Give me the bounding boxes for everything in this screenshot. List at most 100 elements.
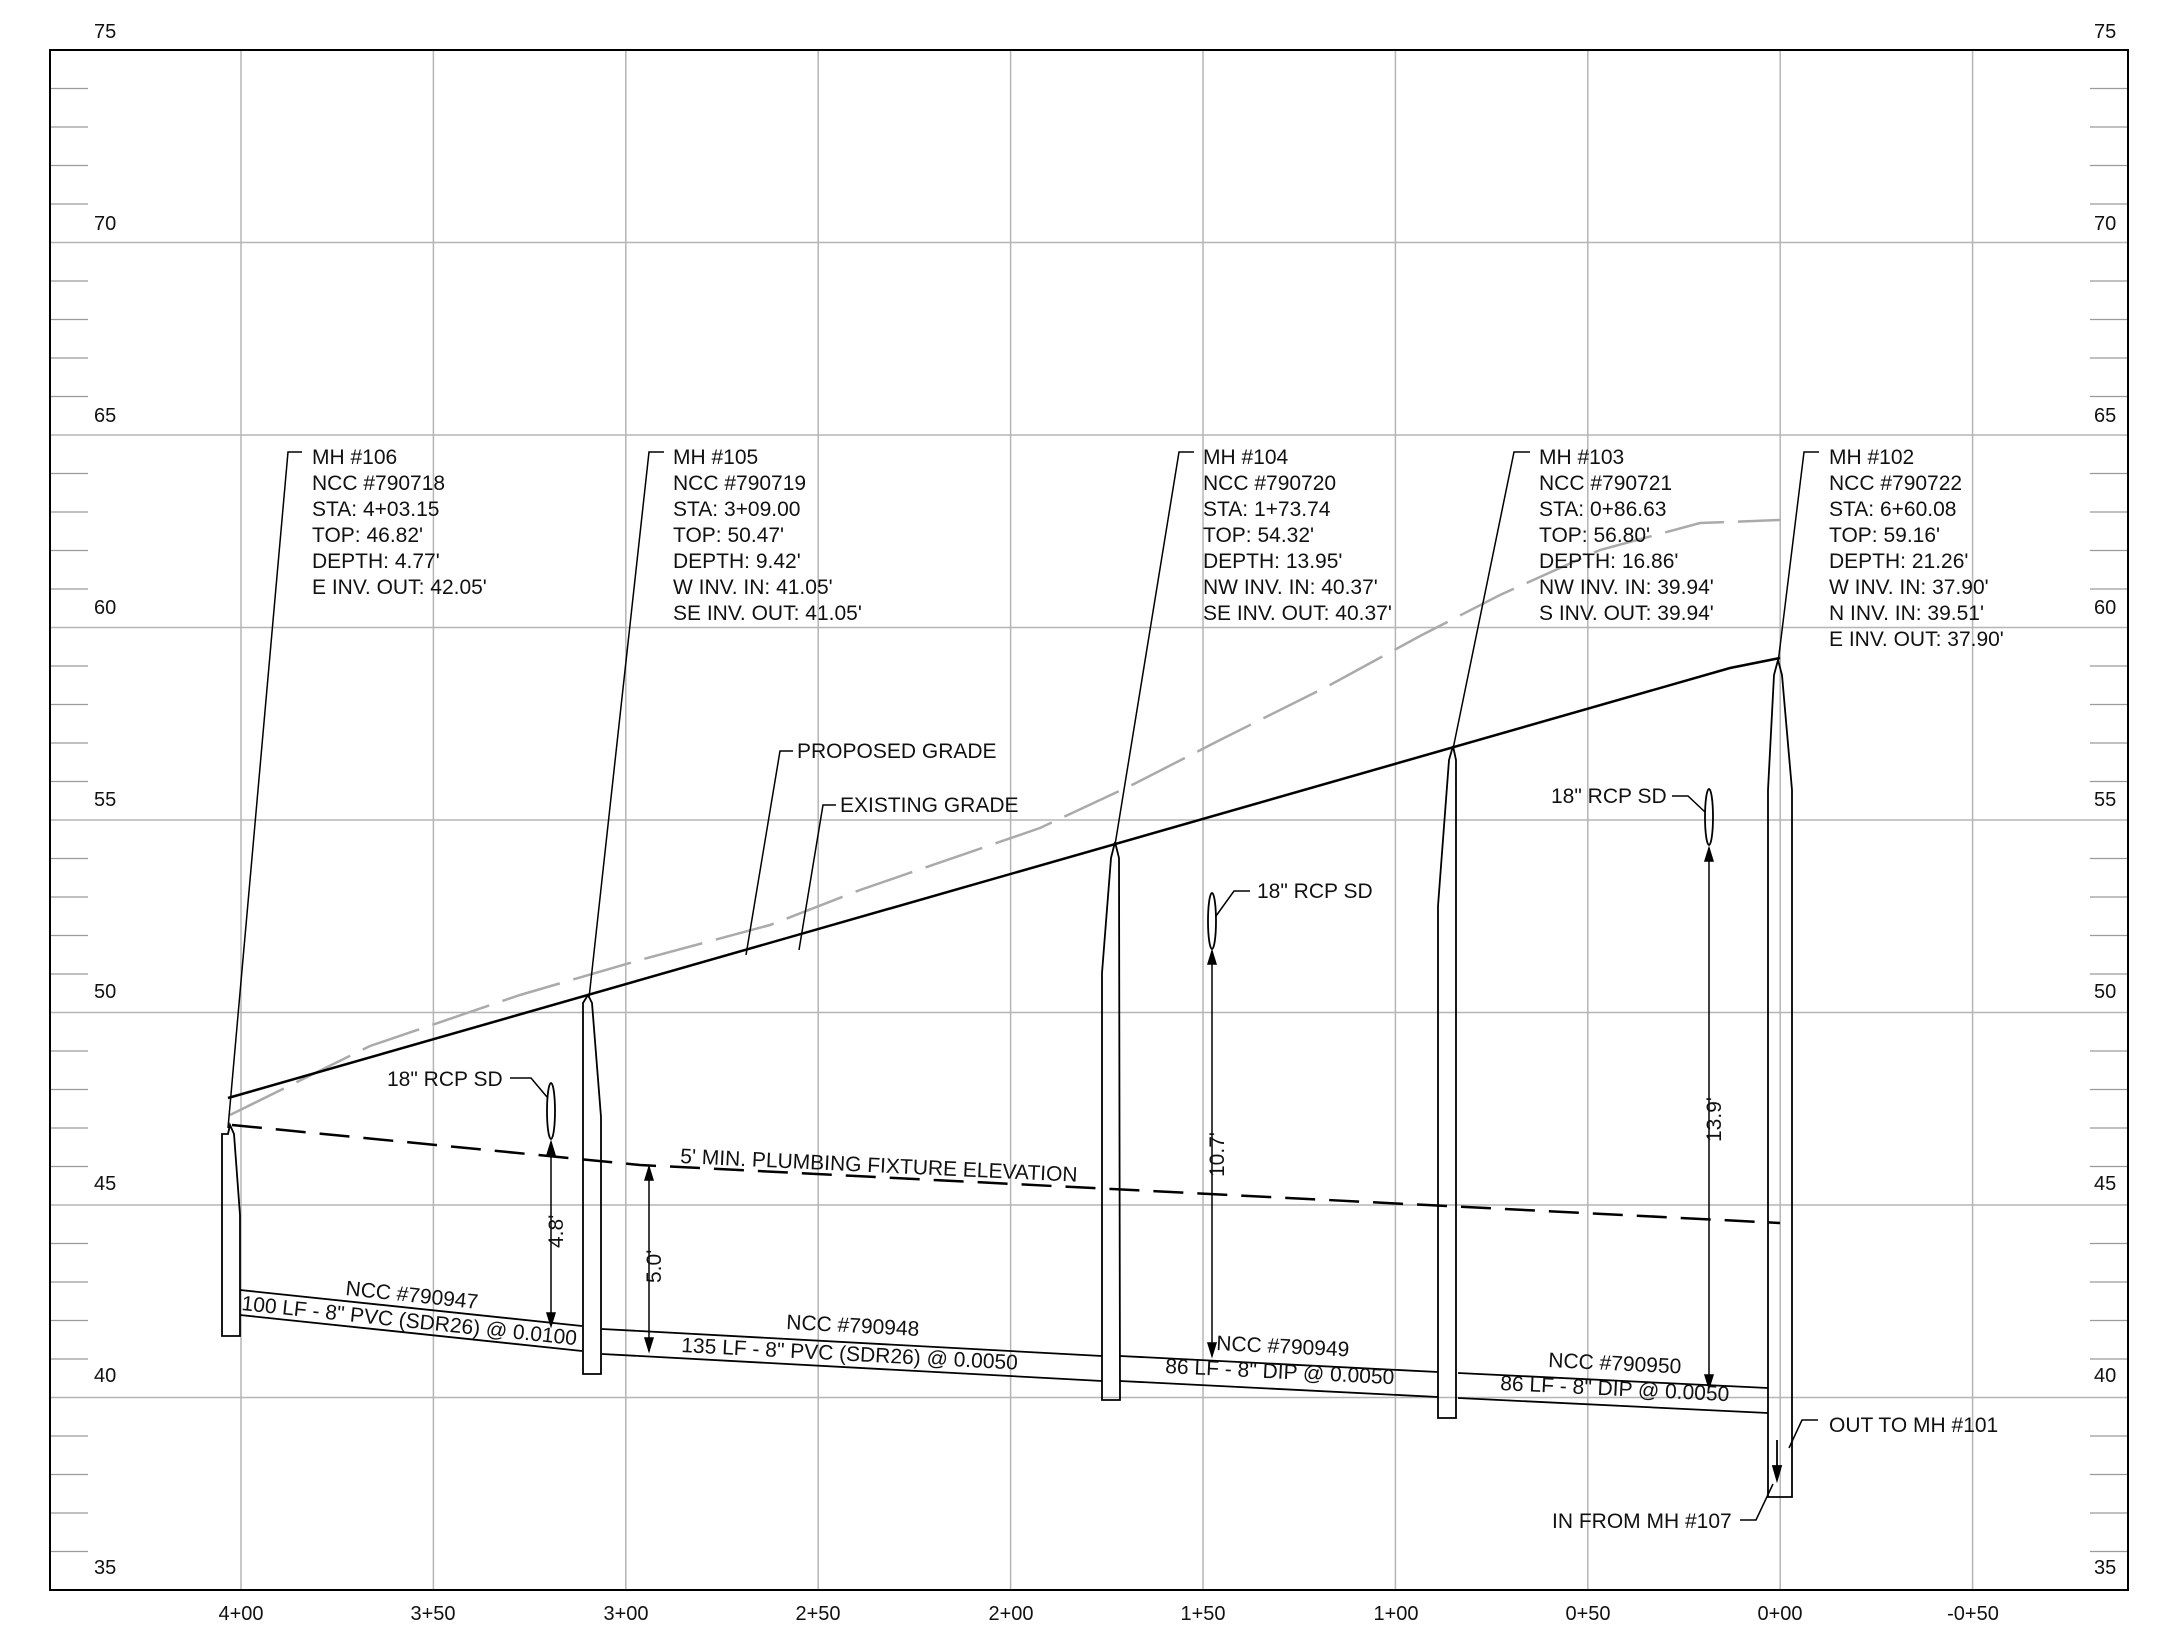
y-label-left: 55 <box>94 789 116 811</box>
plumbing-fixture-line <box>231 1123 1781 1225</box>
manhole-note-line: SE INV. OUT: 40.37' <box>1203 602 1392 625</box>
plumbing-fixture-label: 5' MIN. PLUMBING FIXTURE ELEVATION <box>680 1145 1078 1187</box>
dimension-label: 13.9' <box>1703 1097 1726 1142</box>
pipe-top <box>1119 1355 1439 1373</box>
x-label: 1+50 <box>1180 1603 1225 1625</box>
y-label-right: 50 <box>2094 981 2116 1003</box>
y-label-left: 45 <box>94 1173 116 1195</box>
pipe-bottom <box>239 1314 583 1352</box>
manhole-104-structure <box>1101 841 1121 1401</box>
y-label-right: 75 <box>2094 21 2116 43</box>
storm-drain-label: 18" RCP SD <box>1257 880 1373 903</box>
manhole-note-line: STA: 3+09.00 <box>673 498 800 521</box>
leader-line <box>510 1077 548 1098</box>
storm-drain-label: 18" RCP SD <box>1551 785 1667 808</box>
y-label-left: 60 <box>94 597 116 619</box>
manhole-note-line: NCC #790718 <box>312 472 445 495</box>
manhole-note-line: DEPTH: 4.77' <box>312 550 440 573</box>
storm-drain-crossings <box>546 788 1714 1140</box>
pipe-ncc-label: NCC #790948 <box>786 1311 920 1341</box>
manhole-leaders <box>227 451 1819 1521</box>
manhole-note-line: MH #104 <box>1203 446 1289 469</box>
dimension-label: 5.0' <box>643 1250 666 1283</box>
manhole-note-line: W INV. IN: 37.90' <box>1829 576 1989 599</box>
y-label-left: 50 <box>94 981 116 1003</box>
manhole-note-line: STA: 6+60.08 <box>1829 498 1956 521</box>
pipe-top <box>239 1289 583 1327</box>
leader-line <box>227 451 302 1129</box>
manhole-note-line: W INV. IN: 41.05' <box>673 576 833 599</box>
storm-drain-pipe <box>1207 892 1217 950</box>
pipe-spec-label: 86 LF - 8" DIP @ 0.0050 <box>1165 1355 1395 1389</box>
manhole-note-line: NW INV. IN: 40.37' <box>1203 576 1378 599</box>
manhole-note-line: TOP: 54.32' <box>1203 524 1314 547</box>
existing-grade-line <box>229 518 1781 1117</box>
pipe-bottom <box>601 1353 1103 1382</box>
pipe-top <box>601 1328 1103 1357</box>
manhole-103-structure <box>1437 745 1457 1419</box>
manhole-note-line: STA: 1+73.74 <box>1203 498 1331 521</box>
in-from-callout: IN FROM MH #107 <box>1552 1510 1732 1533</box>
dimension-lines <box>545 845 1715 1391</box>
leader-line <box>1788 1419 1818 1449</box>
y-label-left: 40 <box>94 1365 116 1387</box>
manhole-note-line: NCC #790722 <box>1829 472 1962 495</box>
y-label-left: 65 <box>94 405 116 427</box>
storm-drain-pipe <box>546 1082 556 1140</box>
arrowhead <box>1703 1374 1715 1391</box>
dimension-label: 10.7' <box>1206 1132 1229 1177</box>
manhole-note-line: MH #106 <box>312 446 397 469</box>
leader-line <box>1452 451 1530 750</box>
manhole-note-line: MH #103 <box>1539 446 1624 469</box>
drawing-frame <box>49 49 2129 1591</box>
pipe-lines <box>239 1289 1769 1414</box>
y-label-right: 65 <box>2094 405 2116 427</box>
leader-line <box>1114 451 1194 846</box>
manhole-note-106: MH #106 NCC #790718 STA: 4+03.15 TOP: 46… <box>312 446 487 599</box>
arrowhead <box>643 1337 655 1354</box>
leader-line <box>1215 890 1250 917</box>
x-label: 3+50 <box>410 1603 455 1625</box>
manhole-note-line: NW INV. IN: 39.94' <box>1539 576 1714 599</box>
x-label: 1+00 <box>1373 1603 1418 1625</box>
manhole-note-line: DEPTH: 21.26' <box>1829 550 1968 573</box>
arrowhead <box>643 1164 655 1181</box>
manhole-note-103: MH #103 NCC #790721 STA: 0+86.63 TOP: 56… <box>1539 446 1714 625</box>
manhole-note-104: MH #104 NCC #790720 STA: 1+73.74 TOP: 54… <box>1203 446 1392 625</box>
leader-line <box>1672 795 1706 813</box>
manhole-note-line: DEPTH: 9.42' <box>673 550 801 573</box>
x-label: 3+00 <box>603 1603 648 1625</box>
y-axis-right: 75 70 65 60 55 50 45 40 35 <box>2094 21 2116 1579</box>
manhole-note-line: SE INV. OUT: 41.05' <box>673 602 862 625</box>
manhole-note-102: MH #102 NCC #790722 STA: 6+60.08 TOP: 59… <box>1829 446 2004 651</box>
pipe-bottom <box>1119 1380 1439 1398</box>
manhole-note-line: E INV. OUT: 37.90' <box>1829 628 2004 651</box>
storm-drain-label: 18" RCP SD <box>387 1068 503 1091</box>
y-label-right: 60 <box>2094 597 2116 619</box>
manhole-105-structure <box>582 993 602 1375</box>
manhole-note-line: TOP: 46.82' <box>312 524 423 547</box>
arrowhead <box>1206 1342 1218 1359</box>
y-label-left: 35 <box>94 1557 116 1579</box>
x-label: 2+00 <box>988 1603 1033 1625</box>
manhole-note-line: STA: 0+86.63 <box>1539 498 1666 521</box>
manhole-note-line: DEPTH: 13.95' <box>1203 550 1342 573</box>
manhole-note-line: TOP: 50.47' <box>673 524 784 547</box>
arrowhead <box>1206 948 1218 965</box>
manhole-note-105: MH #105 NCC #790719 STA: 3+09.00 TOP: 50… <box>673 446 862 625</box>
manhole-note-line: NCC #790719 <box>673 472 806 495</box>
out-to-callout: OUT TO MH #101 <box>1829 1414 1998 1437</box>
manhole-note-line: STA: 4+03.15 <box>312 498 439 521</box>
manhole-note-line: N INV. IN: 39.51' <box>1829 602 1984 625</box>
pipe-top <box>1457 1372 1769 1389</box>
manhole-note-line: S INV. OUT: 39.94' <box>1539 602 1714 625</box>
arrowhead <box>1703 845 1715 862</box>
manhole-106-structure <box>221 1122 241 1337</box>
leader-line <box>798 804 836 951</box>
pipe-bottom <box>1457 1397 1769 1414</box>
y-label-left: 75 <box>94 21 116 43</box>
manhole-102-structure <box>1767 656 1793 1498</box>
x-label: -0+50 <box>1947 1603 1999 1625</box>
proposed-grade-label: PROPOSED GRADE <box>797 740 997 763</box>
manhole-note-line: NCC #790721 <box>1539 472 1672 495</box>
